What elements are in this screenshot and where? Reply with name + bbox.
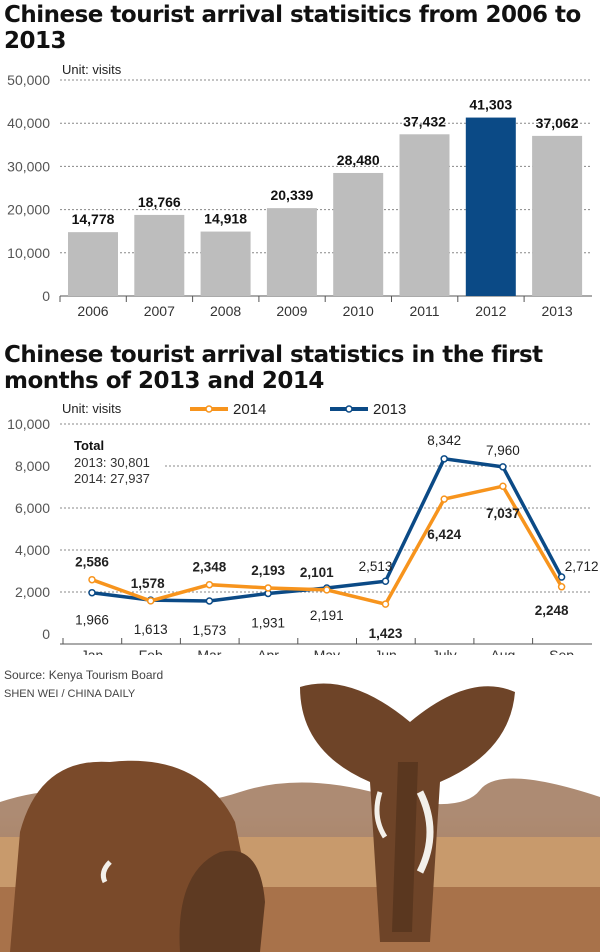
bar xyxy=(399,134,450,296)
source-note: Source: Kenya Tourism Board xyxy=(4,668,164,682)
data-label: 1,423 xyxy=(369,626,403,641)
annotation-title: Total xyxy=(74,438,104,453)
bar-chart-title: Chinese tourist arrival statisitics from… xyxy=(4,2,581,54)
x-tick-label: Feb xyxy=(139,647,163,655)
data-point xyxy=(381,600,390,608)
bar xyxy=(465,117,516,296)
x-tick-label: 2006 xyxy=(77,303,108,319)
annotation-line: 2013: 30,801 xyxy=(74,455,150,470)
bar xyxy=(68,232,118,296)
data-point xyxy=(557,583,566,591)
y-tick-label: 4,000 xyxy=(15,542,50,558)
data-label: 2,191 xyxy=(310,608,344,623)
data-point xyxy=(88,588,96,597)
data-label: 1,931 xyxy=(251,615,285,630)
data-label: 2,101 xyxy=(300,565,334,580)
data-point xyxy=(88,575,96,584)
x-tick-label: 2007 xyxy=(144,303,175,319)
x-tick-label: Jun xyxy=(374,647,397,655)
data-point xyxy=(205,597,214,605)
line-chart-title: Chinese tourist arrival statistics in th… xyxy=(4,342,543,394)
data-label: 8,342 xyxy=(427,433,461,448)
data-point xyxy=(264,584,272,592)
legend-marker xyxy=(205,405,213,413)
unit-label: Unit: visits xyxy=(62,62,122,77)
data-label: 28,480 xyxy=(337,152,380,168)
legend-marker xyxy=(345,405,353,413)
data-label: 2,513 xyxy=(359,559,393,574)
x-tick-label: Apr xyxy=(257,647,279,655)
data-label: 1,613 xyxy=(134,622,168,637)
credit-note: SHEN WEI / CHINA DAILY xyxy=(4,688,136,700)
x-tick-label: July xyxy=(432,647,457,655)
data-label: 7,037 xyxy=(486,506,520,521)
y-tick-label: 20,000 xyxy=(7,202,50,218)
data-label: 2,193 xyxy=(251,563,285,578)
data-label: 1,573 xyxy=(193,623,227,638)
data-point xyxy=(440,495,448,503)
data-label: 14,918 xyxy=(204,211,247,227)
data-point xyxy=(499,482,507,490)
data-label: 1,966 xyxy=(75,613,109,628)
x-tick-label: Mar xyxy=(197,647,221,655)
x-tick-label: Jan xyxy=(81,647,104,655)
data-label: 6,424 xyxy=(427,527,461,542)
data-point xyxy=(381,577,390,585)
data-label: 37,432 xyxy=(403,113,446,129)
x-tick-label: 2013 xyxy=(542,303,573,319)
y-tick-label: 50,000 xyxy=(7,72,50,88)
bar xyxy=(266,208,317,296)
y-tick-label: 0 xyxy=(42,288,50,304)
data-point xyxy=(205,580,214,589)
line-chart: Unit: visits 0 2,000 4,000 6,000 8,000 10,000 J… xyxy=(7,401,599,655)
bar xyxy=(134,214,185,296)
x-tick-label: 2010 xyxy=(343,303,374,319)
data-point xyxy=(146,597,155,605)
data-point xyxy=(323,586,331,594)
data-point xyxy=(499,463,507,471)
y-tick-label: 10,000 xyxy=(7,245,50,261)
x-tick-label: 2012 xyxy=(475,303,506,319)
y-tick-label: 2,000 xyxy=(15,584,50,600)
legend-label: 2014 xyxy=(233,401,266,418)
data-label: 7,960 xyxy=(486,443,520,458)
data-label: 41,303 xyxy=(469,97,512,113)
data-point xyxy=(440,455,448,463)
data-label: 20,339 xyxy=(270,187,313,203)
unit-label: Unit: visits xyxy=(62,401,122,416)
y-tick-label: 8,000 xyxy=(15,458,50,474)
annotation-line: 2014: 27,937 xyxy=(74,471,150,486)
bar-chart: Unit: visits 0 10,000 20,000 30,000 40,000 50,… xyxy=(7,62,592,319)
y-tick-label: 6,000 xyxy=(15,500,50,516)
data-label: 18,766 xyxy=(138,194,181,210)
data-point xyxy=(557,573,566,581)
y-tick-label: 0 xyxy=(42,626,50,642)
y-tick-label: 10,000 xyxy=(7,416,50,432)
data-label: 2,586 xyxy=(75,555,109,570)
data-label: 2,712 xyxy=(565,559,599,574)
data-label: 14,778 xyxy=(72,211,115,227)
data-label: 2,348 xyxy=(193,560,227,575)
bar xyxy=(532,135,583,296)
bar xyxy=(333,172,384,296)
x-tick-label: Sep xyxy=(549,647,574,655)
x-tick-label: Aug xyxy=(490,647,515,655)
data-label: 2,248 xyxy=(535,603,569,618)
x-tick-label: 2011 xyxy=(409,303,439,319)
elephant-photo xyxy=(0,672,600,952)
y-tick-label: 30,000 xyxy=(7,158,50,174)
x-tick-label: May xyxy=(314,647,340,655)
x-tick-label: 2009 xyxy=(276,303,307,319)
legend-label: 2013 xyxy=(373,401,406,418)
y-tick-label: 40,000 xyxy=(7,115,50,131)
data-label: 1,578 xyxy=(131,576,165,591)
x-tick-label: 2008 xyxy=(210,303,241,319)
data-label: 37,062 xyxy=(536,115,579,131)
bar xyxy=(200,231,251,296)
